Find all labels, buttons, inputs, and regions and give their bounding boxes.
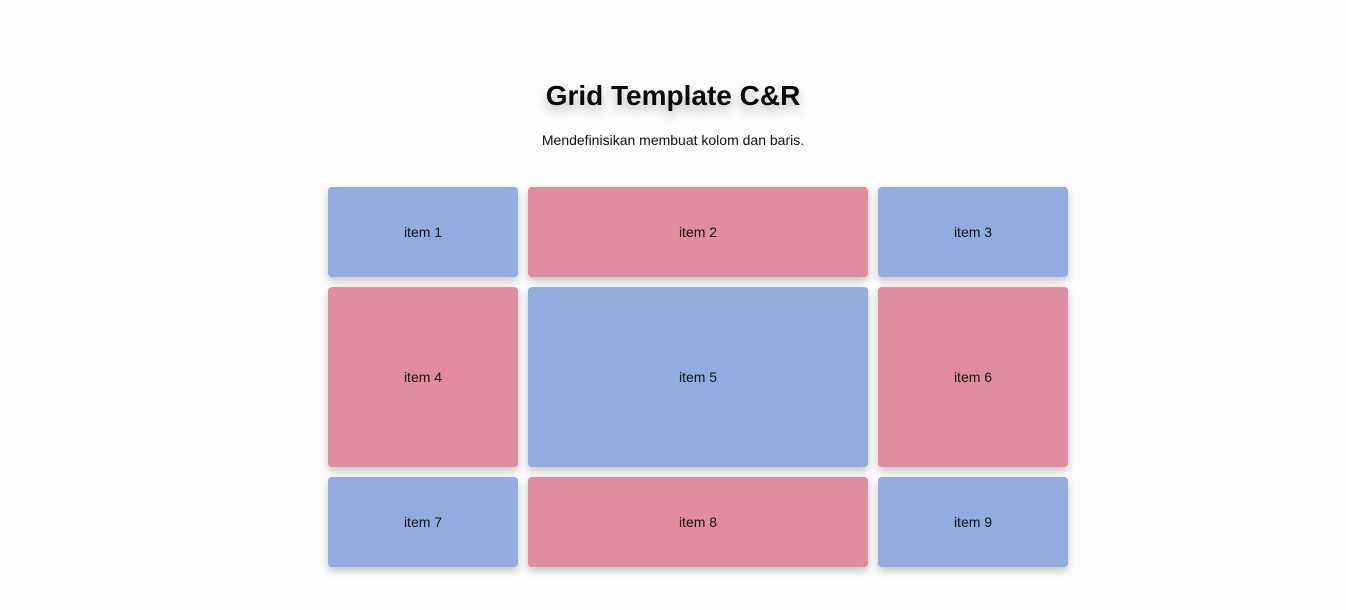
- grid-item-8: item 8: [528, 477, 868, 567]
- grid-item-5: item 5: [528, 287, 868, 467]
- grid-item-2: item 2: [528, 187, 868, 277]
- grid-item-6: item 6: [878, 287, 1068, 467]
- page-title: Grid Template C&R: [545, 80, 801, 111]
- grid-container: item 1 item 2 item 3 item 4 item 5 item …: [328, 187, 1068, 567]
- grid-item-9: item 9: [878, 477, 1068, 567]
- page-subtitle: Mendefinisikan membuat kolom dan baris.: [541, 132, 805, 148]
- grid-item-1: item 1: [328, 187, 518, 277]
- grid-item-3: item 3: [878, 187, 1068, 277]
- grid-item-7: item 7: [328, 477, 518, 567]
- grid-item-4: item 4: [328, 287, 518, 467]
